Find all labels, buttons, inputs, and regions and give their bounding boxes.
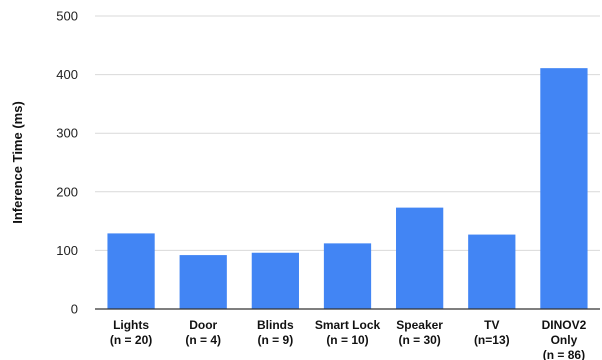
bar — [540, 68, 588, 310]
x-category-labels: Lights (n = 20) Door (n = 4) Blinds (n = 9) Sm… — [110, 318, 587, 360]
x-category-label-line: Lights — [113, 318, 149, 332]
bar — [107, 233, 155, 309]
y-tick-label: 100 — [56, 243, 78, 258]
x-category-label: Blinds (n = 9) — [257, 318, 294, 347]
y-tick-label: 300 — [56, 126, 78, 141]
y-axis-title: Inference Time (ms) — [10, 101, 25, 224]
bars — [107, 68, 588, 310]
x-category-label: TV (n=13) — [474, 318, 510, 347]
x-category-label-line: Smart Lock — [315, 318, 381, 332]
x-category-label-line: Only — [551, 333, 578, 347]
bar — [179, 255, 227, 309]
x-category-label: DINOV2 Only (n = 86) — [542, 318, 587, 360]
x-category-label-line: DINOV2 — [542, 318, 587, 332]
x-category-label-line: (n = 30) — [398, 333, 440, 347]
x-category-label: Smart Lock (n = 10) — [315, 318, 381, 347]
x-category-label: Speaker (n = 30) — [396, 318, 443, 347]
y-tick-label: 400 — [56, 67, 78, 82]
x-category-label-line: Speaker — [396, 318, 443, 332]
x-category-label-line: Blinds — [257, 318, 294, 332]
y-tick-label: 500 — [56, 9, 78, 24]
y-tick-label: 200 — [56, 184, 78, 199]
bar — [396, 207, 444, 309]
y-tick-label: 0 — [71, 302, 78, 317]
x-category-label: Door (n = 4) — [185, 318, 221, 347]
bar — [468, 234, 516, 309]
x-category-label: Lights (n = 20) — [110, 318, 152, 347]
x-category-label-line: TV — [484, 318, 499, 332]
gridlines — [95, 15, 600, 251]
x-category-label-line: (n = 4) — [185, 333, 221, 347]
y-tick-labels: 0 100 200 300 400 500 — [56, 9, 78, 317]
x-category-label-line: (n = 86) — [543, 348, 585, 360]
bar — [251, 252, 299, 309]
x-category-label-line: (n = 10) — [326, 333, 368, 347]
x-category-label-line: (n = 20) — [110, 333, 152, 347]
x-category-label-line: Door — [189, 318, 217, 332]
x-category-label-line: (n = 9) — [258, 333, 294, 347]
bar — [323, 243, 372, 309]
x-category-label-line: (n=13) — [474, 333, 510, 347]
